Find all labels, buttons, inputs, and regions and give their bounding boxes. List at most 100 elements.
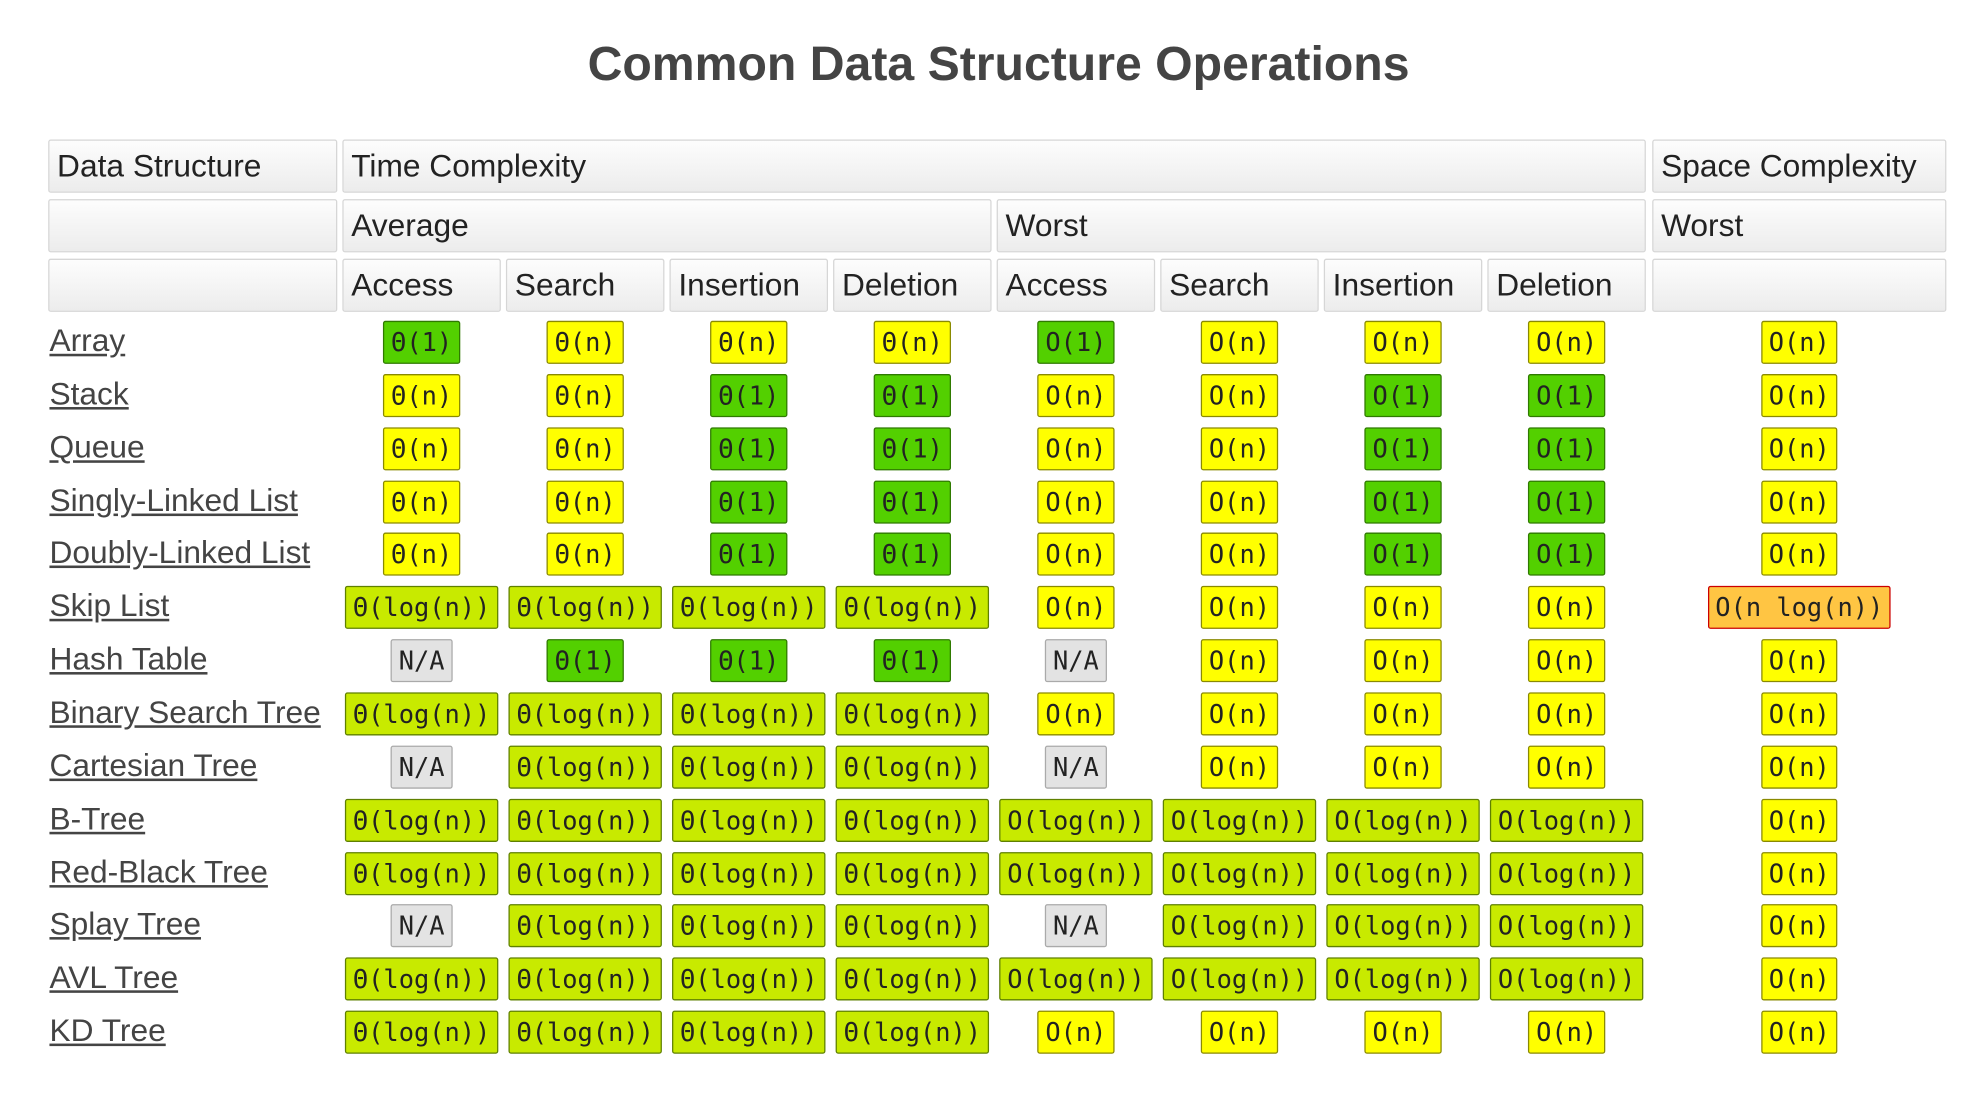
row-link[interactable]: Skip List [49,588,170,625]
complexity-badge: O(n) [1037,586,1115,630]
complexity-badge: O(n) [1037,479,1115,524]
cell: Θ(log(n)) [506,744,665,790]
cell: Θ(log(n)) [506,850,665,896]
complexity-badge: Θ(1) [874,373,951,417]
complexity-badge: Θ(log(n)) [345,798,498,842]
row-link[interactable]: Singly-Linked List [49,482,298,519]
cell: O(n) [1652,850,1946,896]
complexity-badge: Θ(log(n)) [508,586,662,630]
cell: O(1) [1487,426,1646,472]
row-link[interactable]: AVL Tree [49,960,179,996]
cell: Θ(log(n)) [506,691,665,737]
complexity-badge: O(n) [1761,957,1838,1001]
complexity-badge: O(1) [1528,373,1605,417]
cell: O(n) [1487,691,1646,737]
cell: O(n) [1487,1009,1646,1055]
cell: Θ(log(n)) [506,797,665,843]
complexity-badge: Θ(log(n)) [836,745,989,789]
row-link[interactable]: Hash Table [49,641,208,678]
complexity-badge: O(log(n)) [999,851,1153,895]
cell: O(n) [1652,1009,1946,1055]
header-cell: Search [1160,258,1319,312]
cell: O(n) [1324,1009,1483,1055]
header-cell: Worst [1652,199,1947,253]
cell: O(n) [1652,691,1946,737]
complexity-badge: Θ(n) [874,320,951,364]
cell: Θ(log(n)) [833,797,992,843]
complexity-badge: Θ(n) [383,533,460,577]
row-link[interactable]: Doubly-Linked List [49,535,311,572]
cell: Θ(1) [670,373,829,419]
complexity-badge: O(n) [1364,692,1442,736]
complexity-badge: Θ(log(n)) [672,851,826,895]
header-cell: Time Complexity [342,139,1646,193]
row-link[interactable]: Red-Black Tree [49,853,268,890]
row-link[interactable]: Queue [49,429,145,465]
cell: O(n) [1487,744,1646,790]
complexity-badge: O(n) [1364,745,1442,789]
cell: N/A [997,638,1155,684]
empty-header-cell [1652,258,1947,312]
complexity-badge: O(n) [1761,798,1838,842]
cell: O(log(n)) [997,797,1155,843]
cell: O(log(n)) [1160,903,1319,949]
complexity-badge: Θ(1) [874,533,951,577]
cell: O(log(n)) [1487,956,1646,1002]
complexity-badge: O(n) [1761,851,1838,895]
complexity-badge: O(log(n)) [999,957,1153,1001]
complexity-badge: O(log(n)) [1163,798,1316,842]
cell: Θ(1) [833,532,992,578]
cell: O(n) [1324,744,1483,790]
complexity-badge: Θ(log(n)) [836,586,989,630]
complexity-badge: Θ(n) [383,479,460,524]
complexity-badge: Θ(log(n)) [672,1010,826,1054]
cell: Θ(n) [506,479,665,525]
cell: O(log(n)) [1487,850,1646,896]
complexity-badge: O(n) [1037,426,1115,471]
complexity-badge: Θ(log(n)) [672,586,826,630]
cell: O(n) [1652,797,1946,843]
row-link[interactable]: B-Tree [49,800,146,837]
row-link[interactable]: Array [49,323,126,359]
complexity-badge: Θ(1) [710,426,787,471]
row-link[interactable]: KD Tree [49,1013,166,1049]
row-link[interactable]: Cartesian Tree [49,747,258,784]
cell: Θ(log(n)) [670,956,829,1002]
complexity-badge: O(n) [1761,533,1838,577]
cell: O(n) [1324,585,1483,631]
row-link[interactable]: Splay Tree [49,907,201,943]
complexity-badge: Θ(n) [547,426,624,471]
cell: Θ(log(n)) [670,903,829,949]
complexity-badge: O(n) [1761,426,1838,471]
cell: Θ(1) [833,426,992,472]
complexity-badge: O(log(n)) [1163,904,1316,948]
complexity-badge: O(1) [1364,426,1442,471]
cell: O(n) [1487,638,1646,684]
cell: Θ(log(n)) [342,956,501,1002]
cell: Θ(1) [833,373,992,419]
page-title: Common Data Structure Operations [587,38,1410,92]
cell: Θ(log(n)) [506,585,665,631]
complexity-badge: Θ(log(n)) [836,1010,989,1054]
cell: O(1) [1487,532,1646,578]
complexity-badge: O(1) [1364,479,1442,524]
complexity-badge: Θ(1) [547,639,624,683]
complexity-badge: Θ(log(n)) [508,851,662,895]
complexity-badge: O(n) [1201,586,1278,630]
cell: O(n) [997,532,1155,578]
cell: Θ(log(n)) [670,1009,829,1055]
row-link[interactable]: Binary Search Tree [49,694,321,731]
complexity-badge: O(n) [1201,1010,1278,1054]
cell: O(n) [1160,585,1319,631]
cell: Θ(log(n)) [833,850,992,896]
cell: O(log(n)) [1324,797,1483,843]
complexity-badge: O(n) [1528,1010,1605,1054]
complexity-badge: Θ(log(n)) [672,798,826,842]
cell: Θ(log(n)) [342,797,501,843]
cell: O(n) [1652,956,1946,1002]
complexity-badge: N/A [1045,745,1107,789]
complexity-badge: Θ(log(n)) [836,957,989,1001]
cell: Θ(log(n)) [833,903,992,949]
row-link[interactable]: Stack [49,376,129,412]
